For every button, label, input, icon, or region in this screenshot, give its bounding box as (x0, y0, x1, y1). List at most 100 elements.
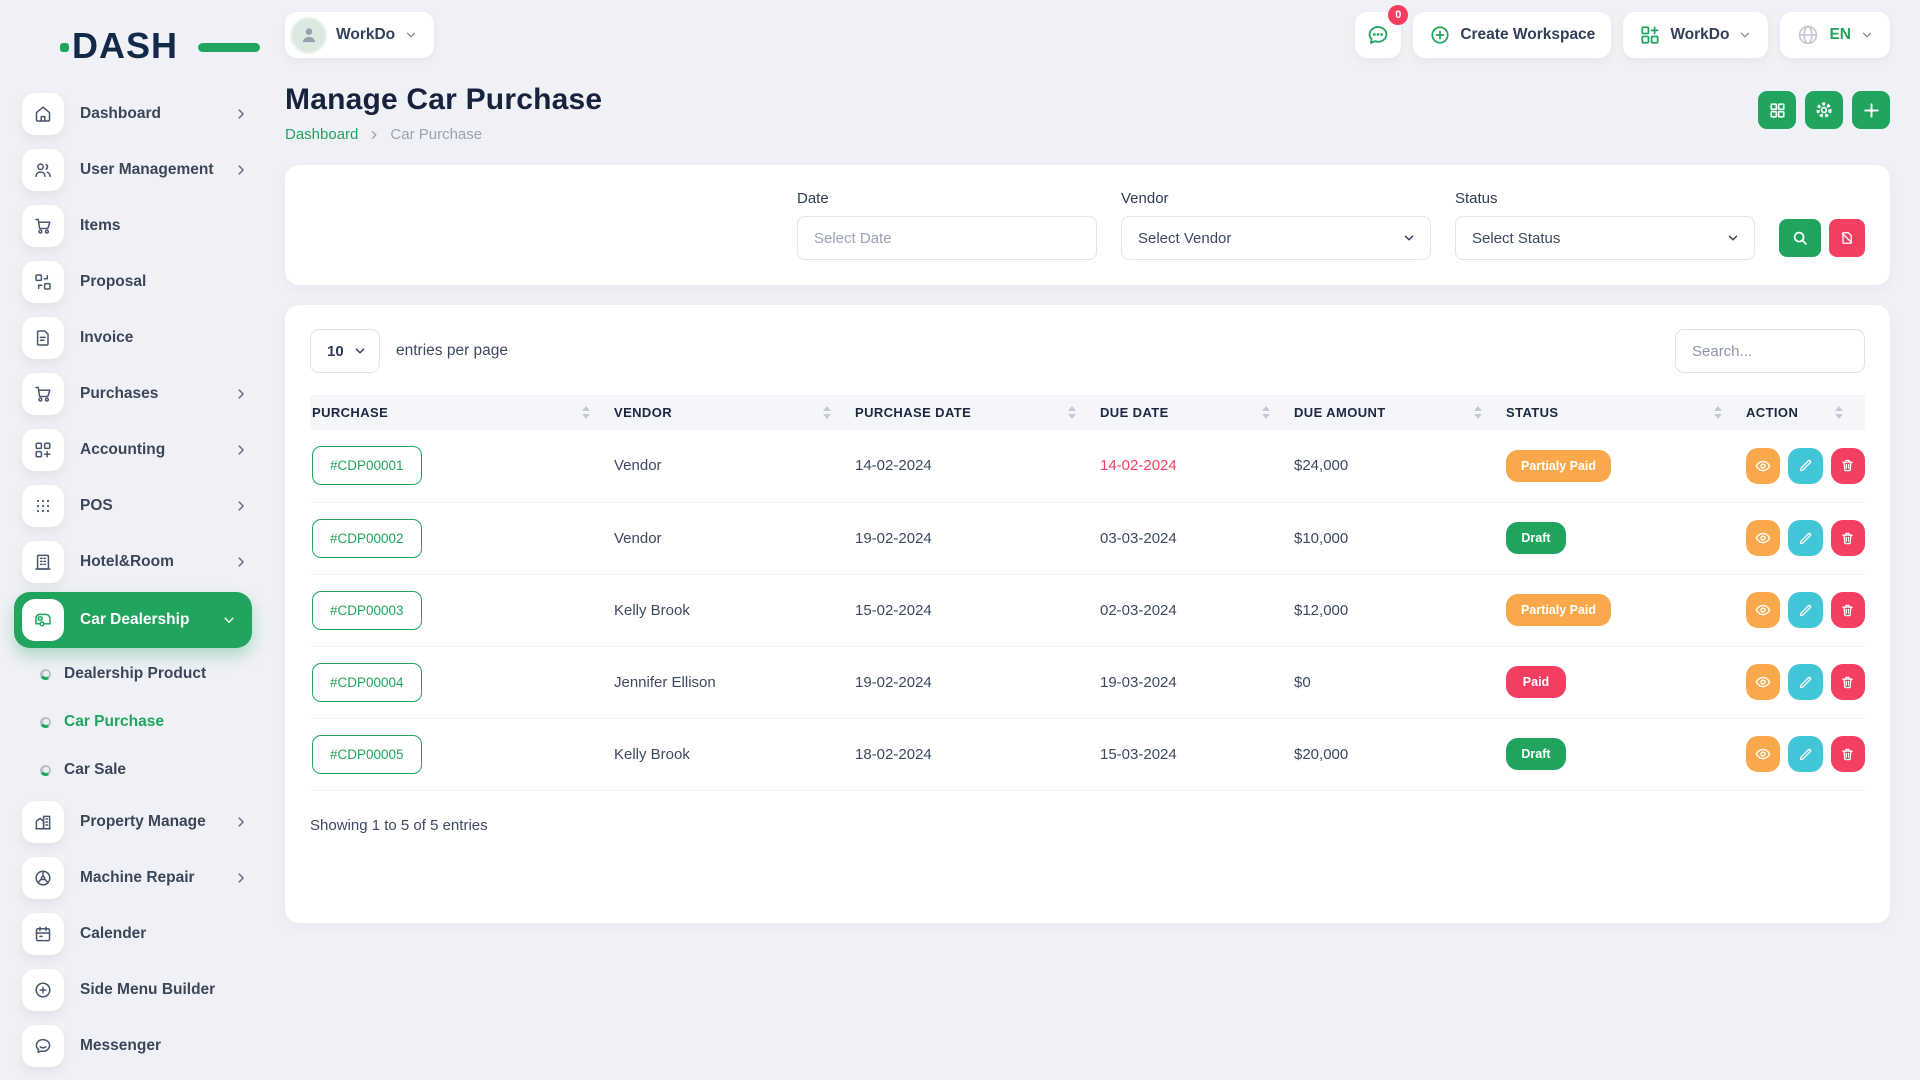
column-header-action: ACTION (1744, 395, 1865, 430)
sort-icon[interactable] (1474, 406, 1482, 419)
chevron-down-icon (1860, 28, 1874, 42)
table-search-input[interactable] (1675, 329, 1865, 373)
edit-button[interactable] (1788, 520, 1823, 556)
purchase-date-cell: 19-02-2024 (853, 646, 1098, 719)
vendor-filter-select[interactable]: Select Vendor (1121, 216, 1431, 260)
due-amount-cell: $10,000 (1292, 502, 1504, 575)
sidebar-item-calender[interactable]: Calender (0, 906, 266, 962)
sort-icon[interactable] (582, 406, 590, 419)
sidebar-item-machine-repair[interactable]: Machine Repair (0, 850, 266, 906)
dots-grid-icon (22, 485, 64, 527)
sidebar-item-label: Property Manage (80, 813, 206, 830)
status-badge: Partialy Paid (1506, 594, 1612, 626)
user-menu[interactable]: WorkDo (285, 12, 435, 58)
view-button[interactable] (1746, 736, 1781, 772)
sort-icon[interactable] (1068, 406, 1076, 419)
breadcrumb-dashboard-link[interactable]: Dashboard (285, 126, 359, 143)
sidebar-subitem-car-sale[interactable]: Car Sale (0, 746, 266, 794)
entries-per-page-select[interactable]: 10 (310, 329, 380, 373)
status-filter-value: Select Status (1472, 229, 1561, 247)
purchase-id-button[interactable]: #CDP00003 (312, 590, 422, 630)
workspace-menu[interactable]: WorkDo (1623, 12, 1769, 58)
table-row: #CDP00003 Kelly Brook 15-02-2024 02-03-2… (310, 574, 1865, 647)
chat-bubble-icon (22, 1025, 64, 1067)
view-button[interactable] (1746, 664, 1781, 700)
column-header-status: STATUS (1504, 395, 1744, 430)
delete-button[interactable] (1830, 664, 1865, 700)
purchase-id-button[interactable]: #CDP00001 (312, 446, 422, 486)
sidebar-item-messenger[interactable]: Messenger (0, 1018, 266, 1074)
delete-button[interactable] (1830, 592, 1865, 628)
edit-button[interactable] (1788, 664, 1823, 700)
sort-icon[interactable] (1835, 406, 1843, 419)
vendor-filter-value: Select Vendor (1138, 229, 1232, 247)
date-filter-input[interactable] (797, 216, 1097, 260)
action-cell (1744, 502, 1865, 575)
view-button[interactable] (1746, 520, 1781, 556)
breadcrumb: Dashboard Car Purchase (285, 126, 602, 143)
due-amount-cell: $20,000 (1292, 718, 1504, 791)
sidebar-item-label: Side Menu Builder (80, 981, 216, 998)
edit-button[interactable] (1788, 736, 1823, 772)
status-filter-select[interactable]: Select Status (1455, 216, 1755, 260)
purchase-id-button[interactable]: #CDP00004 (312, 662, 422, 702)
create-workspace-button[interactable]: Create Workspace (1413, 12, 1612, 58)
sidebar-item-accounting[interactable]: Accounting (0, 422, 266, 478)
status-badge: Draft (1506, 522, 1566, 554)
table-card: 10 entries per page PURCHASE VENDOR PURC… (285, 305, 1890, 923)
eye-icon (1755, 676, 1771, 688)
apply-filter-button[interactable] (1779, 219, 1821, 257)
sidebar-item-car-dealership[interactable]: Car Dealership (14, 592, 252, 648)
action-cell (1744, 430, 1865, 503)
purchase-date-cell: 15-02-2024 (853, 574, 1098, 647)
view-button[interactable] (1746, 447, 1781, 484)
sidebar-item-dashboard[interactable]: Dashboard (0, 86, 266, 142)
due-date-cell: 14-02-2024 (1098, 430, 1292, 503)
delete-button[interactable] (1830, 447, 1865, 484)
sidebar-item-items[interactable]: Items (0, 198, 266, 254)
delete-button[interactable] (1830, 520, 1865, 556)
clear-filter-button[interactable] (1829, 219, 1865, 257)
sidebar-item-invoice[interactable]: Invoice (0, 310, 266, 366)
sidebar-subitem-dealership-product[interactable]: Dealership Product (0, 650, 266, 698)
delete-button[interactable] (1830, 736, 1865, 772)
sort-icon[interactable] (1714, 406, 1722, 419)
add-purchase-button[interactable] (1852, 91, 1890, 129)
messages-button[interactable]: 0 (1355, 5, 1409, 58)
sidebar-item-pos[interactable]: POS (0, 478, 266, 534)
sort-icon[interactable] (1262, 406, 1270, 419)
chevron-right-icon (234, 555, 248, 569)
sidebar-item-label: Purchases (80, 385, 159, 402)
purchase-id-cell: #CDP00004 (310, 646, 612, 719)
due-date-cell: 19-03-2024 (1098, 646, 1292, 719)
purchase-id-cell: #CDP00001 (310, 430, 612, 503)
sidebar-item-label: Items (80, 217, 121, 234)
sidebar-item-purchases[interactable]: Purchases (0, 366, 266, 422)
sidebar-subitem-car-purchase[interactable]: Car Purchase (0, 698, 266, 746)
logo-accent-dot (60, 43, 69, 52)
sidebar-item-label: POS (80, 497, 113, 514)
purchases-table: PURCHASE VENDOR PURCHASE DATE DUE DATE D… (310, 395, 1865, 791)
create-workspace-label: Create Workspace (1460, 26, 1596, 43)
sidebar-item-hotel-room[interactable]: Hotel&Room (0, 534, 266, 590)
grid-view-button[interactable] (1758, 91, 1796, 129)
settings-button[interactable] (1805, 91, 1843, 129)
purchase-id-cell: #CDP00003 (310, 574, 612, 647)
view-button[interactable] (1746, 592, 1781, 628)
language-menu[interactable]: EN (1780, 12, 1890, 58)
sidebar-item-user-management[interactable]: User Management (0, 142, 266, 198)
edit-button[interactable] (1788, 592, 1823, 628)
chevron-down-icon (1402, 231, 1416, 245)
sidebar-item-side-menu-builder[interactable]: Side Menu Builder (0, 962, 266, 1018)
sort-icon[interactable] (823, 406, 831, 419)
circle-bullet-icon (40, 668, 51, 680)
swap-boxes-icon (22, 261, 64, 303)
edit-button[interactable] (1788, 447, 1823, 484)
brand-logo[interactable]: DASH (60, 24, 260, 68)
sidebar-subitem-label: Car Sale (64, 761, 127, 778)
sidebar-item-proposal[interactable]: Proposal (0, 254, 266, 310)
purchase-id-button[interactable]: #CDP00005 (312, 734, 422, 774)
purchase-id-button[interactable]: #CDP00002 (312, 518, 422, 558)
purchase-id-cell: #CDP00005 (310, 718, 612, 791)
sidebar-item-property-manage[interactable]: Property Manage (0, 794, 266, 850)
